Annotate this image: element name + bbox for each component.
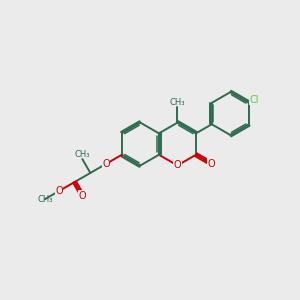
Text: O: O [102,159,110,169]
Text: O: O [207,158,215,169]
Text: O: O [79,191,86,201]
Text: CH₃: CH₃ [170,98,185,106]
Text: O: O [174,160,181,170]
Text: CH₃: CH₃ [37,195,53,204]
Text: Cl: Cl [250,94,259,105]
Text: O: O [55,186,63,196]
Text: CH₃: CH₃ [75,150,90,159]
